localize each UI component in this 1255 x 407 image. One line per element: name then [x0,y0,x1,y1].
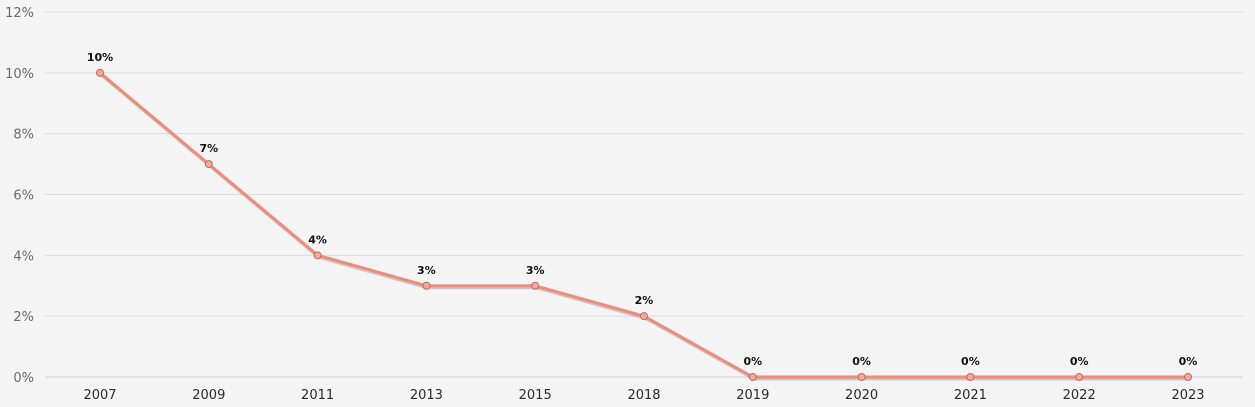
data-labels: 10% 7% 4% 3% 3% 2% 0% 0% 0% 0% 0% [87,51,1198,368]
y-tick-label-10: 10% [5,67,34,82]
data-label-2019: 0% [743,355,762,368]
data-label-2009: 7% [199,142,218,155]
x-axis-ticks: 2007 2009 2011 2013 2015 2018 2019 2020 2021 2022… [83,388,1204,403]
data-label-2011: 4% [308,233,327,246]
x-tick-label-2009: 2009 [192,388,225,403]
data-point-2007 [96,68,104,77]
x-tick-label-2021: 2021 [954,388,987,403]
data-label-2013: 3% [417,264,436,277]
x-tick-label-2019: 2019 [736,388,769,403]
x-tick-label-2022: 2022 [1063,388,1096,403]
y-tick-label-2: 2% [13,310,34,325]
x-tick-label-2013: 2013 [410,388,443,403]
data-point-2018 [640,312,648,321]
x-tick-label-2015: 2015 [519,388,552,403]
series-line-shadow [100,73,1189,381]
data-point-2009 [204,160,213,169]
data-label-2022: 0% [1070,355,1089,368]
x-tick-label-2018: 2018 [627,388,660,403]
data-point-2013 [422,281,431,290]
data-label-2015: 3% [526,264,545,277]
data-label-2018: 2% [635,294,654,307]
x-tick-label-2011: 2011 [301,388,334,403]
data-label-2007: 10% [87,51,113,64]
data-point-2022 [1075,373,1084,381]
x-tick-label-2007: 2007 [83,388,116,403]
data-point-2020 [857,373,866,381]
data-point-2015 [531,281,540,290]
y-tick-label-0: 0% [13,371,34,386]
data-label-2023: 0% [1179,355,1198,368]
y-tick-label-8: 8% [13,128,34,143]
series-markers [96,68,1192,381]
data-point-2019 [748,373,757,381]
data-point-2011 [313,251,322,260]
series-line-path [99,71,1188,379]
data-point-2023 [1184,373,1192,381]
x-tick-label-2023: 2023 [1171,388,1204,403]
series-line [99,71,1189,381]
y-tick-label-6: 6% [13,189,34,204]
data-point-2021 [966,373,975,381]
data-label-2020: 0% [852,355,871,368]
y-tick-label-12: 12% [5,6,34,21]
data-label-2021: 0% [961,355,980,368]
gridlines [45,11,1243,378]
y-axis-ticks: 0% 2% 4% 6% 8% 10% 12% [5,6,34,386]
x-tick-label-2020: 2020 [845,388,878,403]
y-tick-label-4: 4% [13,249,34,264]
